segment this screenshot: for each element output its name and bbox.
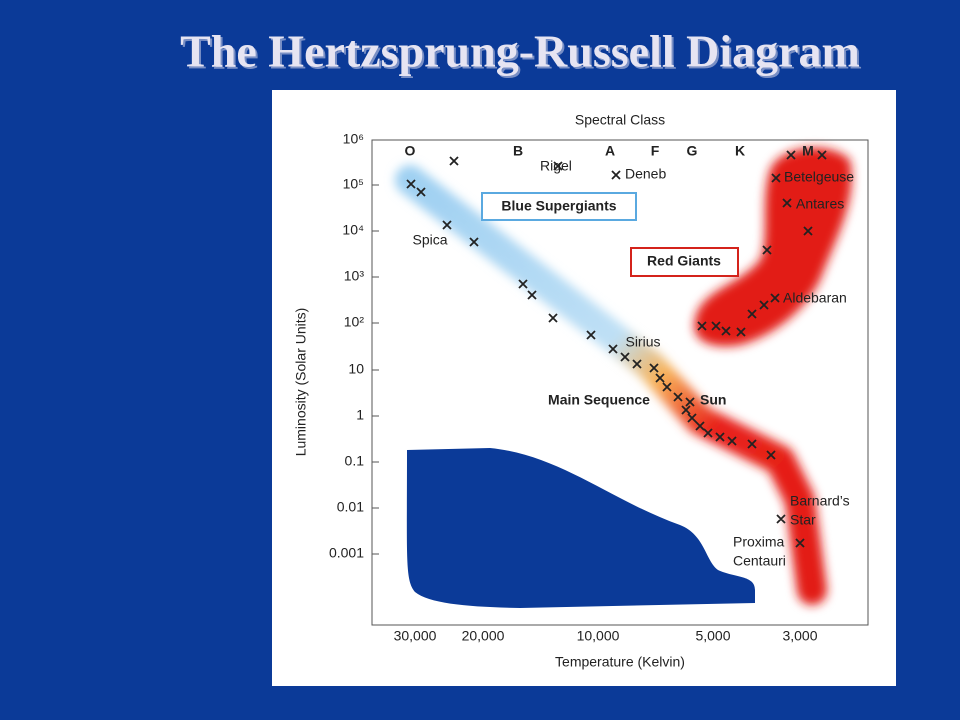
star-label: Spica: [412, 232, 447, 248]
y-tick-label: 0.001: [329, 545, 364, 561]
region-label: Blue Supergiants: [501, 198, 616, 214]
x-tick-label: 30,000: [394, 628, 437, 644]
star-label: Barnard’s: [790, 493, 850, 509]
spectral-class: F: [651, 143, 660, 159]
y-tick-label: 10²: [344, 314, 365, 330]
spectral-class: A: [605, 143, 615, 159]
blue-supergiants-box: [481, 192, 637, 221]
spectral-class: B: [513, 143, 523, 159]
spectral-class: O: [405, 143, 416, 159]
y-tick-label: 10⁵: [343, 176, 364, 192]
y-tick-label: 10⁶: [343, 131, 364, 147]
star-label: Betelgeuse: [784, 169, 854, 185]
red-giants-band: [694, 147, 852, 347]
star-label: Deneb: [625, 166, 666, 182]
star-markers: [406, 150, 827, 548]
x-tick-label: 5,000: [695, 628, 730, 644]
y-tick-label: 10³: [344, 268, 365, 284]
region-label: Red Giants: [647, 253, 721, 269]
star-label: Sirius: [625, 334, 660, 350]
title-shadow: The Hertzsprung-Russell Diagram: [182, 28, 862, 79]
spectral-class: K: [735, 143, 745, 159]
x-tick-label: 3,000: [782, 628, 817, 644]
star-label: Rigel: [540, 158, 572, 174]
sequence-bands: [395, 147, 852, 605]
y-tick-label: 1: [356, 407, 364, 423]
y-tick-label: 0.1: [345, 453, 365, 469]
star-label: Star: [790, 512, 816, 528]
y-tick-label: 10: [348, 361, 364, 377]
y-axis-label: Luminosity (Solar Units): [293, 308, 309, 457]
slide-title: The Hertzsprung-Russell Diagram: [180, 26, 860, 77]
star-label: Sun: [700, 392, 726, 408]
star-label: Proxima: [733, 534, 785, 550]
spectral-class: M: [802, 143, 814, 159]
y-tick-label: 10⁴: [342, 222, 364, 238]
y-tick-label: 0.01: [337, 499, 364, 515]
star-label: Antares: [796, 196, 844, 212]
cover-shape: [406, 448, 755, 608]
plot-frame: [371, 139, 869, 626]
spectral-heading: Spectral Class: [575, 112, 665, 128]
x-tick-label: 10,000: [577, 628, 620, 644]
x-axis-label: Temperature (Kelvin): [555, 654, 685, 670]
star-label: Aldebaran: [783, 290, 847, 306]
red-giants-box: [630, 247, 739, 277]
x-tick-label: 20,000: [462, 628, 505, 644]
region-label: Main Sequence: [548, 392, 650, 408]
main-sequence-band: [395, 165, 827, 605]
spectral-class: G: [687, 143, 698, 159]
star-label: Centauri: [733, 553, 786, 569]
